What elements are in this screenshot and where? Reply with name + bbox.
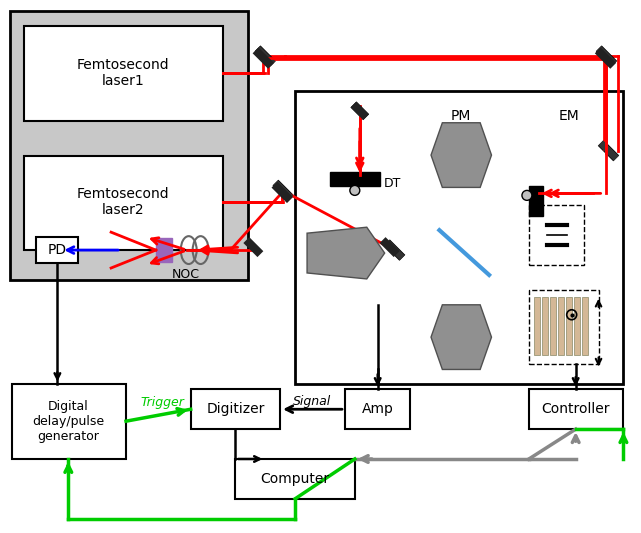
- Text: PM: PM: [451, 109, 471, 123]
- Polygon shape: [440, 280, 482, 305]
- FancyBboxPatch shape: [156, 238, 172, 262]
- FancyBboxPatch shape: [330, 173, 379, 187]
- FancyBboxPatch shape: [190, 389, 280, 429]
- Text: PD: PD: [48, 243, 67, 257]
- FancyBboxPatch shape: [529, 290, 599, 365]
- FancyBboxPatch shape: [529, 187, 543, 216]
- FancyBboxPatch shape: [24, 26, 222, 121]
- Text: Trigger: Trigger: [141, 396, 185, 409]
- Text: Signal: Signal: [293, 395, 331, 408]
- FancyBboxPatch shape: [24, 156, 222, 250]
- Polygon shape: [320, 182, 362, 259]
- Circle shape: [522, 190, 532, 200]
- FancyBboxPatch shape: [529, 389, 624, 429]
- FancyBboxPatch shape: [574, 297, 579, 354]
- Text: EM: EM: [558, 109, 579, 123]
- FancyBboxPatch shape: [558, 297, 563, 354]
- FancyBboxPatch shape: [37, 237, 78, 263]
- Text: Femtosecond
laser2: Femtosecond laser2: [77, 187, 169, 217]
- Polygon shape: [431, 123, 492, 188]
- FancyBboxPatch shape: [542, 297, 548, 354]
- Text: DT: DT: [384, 177, 401, 190]
- FancyBboxPatch shape: [550, 297, 556, 354]
- FancyBboxPatch shape: [566, 297, 572, 354]
- Text: Amp: Amp: [362, 402, 394, 416]
- Polygon shape: [431, 305, 492, 369]
- Circle shape: [350, 185, 360, 196]
- Text: Controller: Controller: [542, 402, 610, 416]
- Polygon shape: [307, 227, 385, 279]
- Polygon shape: [440, 185, 482, 260]
- Text: Computer: Computer: [261, 472, 329, 486]
- FancyBboxPatch shape: [295, 91, 624, 384]
- Text: Digital
delay/pulse
generator: Digital delay/pulse generator: [32, 400, 104, 443]
- Text: NOC: NOC: [172, 269, 200, 281]
- FancyBboxPatch shape: [10, 11, 248, 280]
- Text: Femtosecond
laser1: Femtosecond laser1: [77, 58, 169, 88]
- Polygon shape: [469, 193, 539, 254]
- FancyBboxPatch shape: [235, 459, 355, 499]
- FancyBboxPatch shape: [581, 297, 588, 354]
- FancyBboxPatch shape: [345, 389, 410, 429]
- Polygon shape: [404, 224, 464, 266]
- Text: Digitizer: Digitizer: [206, 402, 265, 416]
- FancyBboxPatch shape: [534, 297, 540, 354]
- FancyBboxPatch shape: [12, 384, 126, 459]
